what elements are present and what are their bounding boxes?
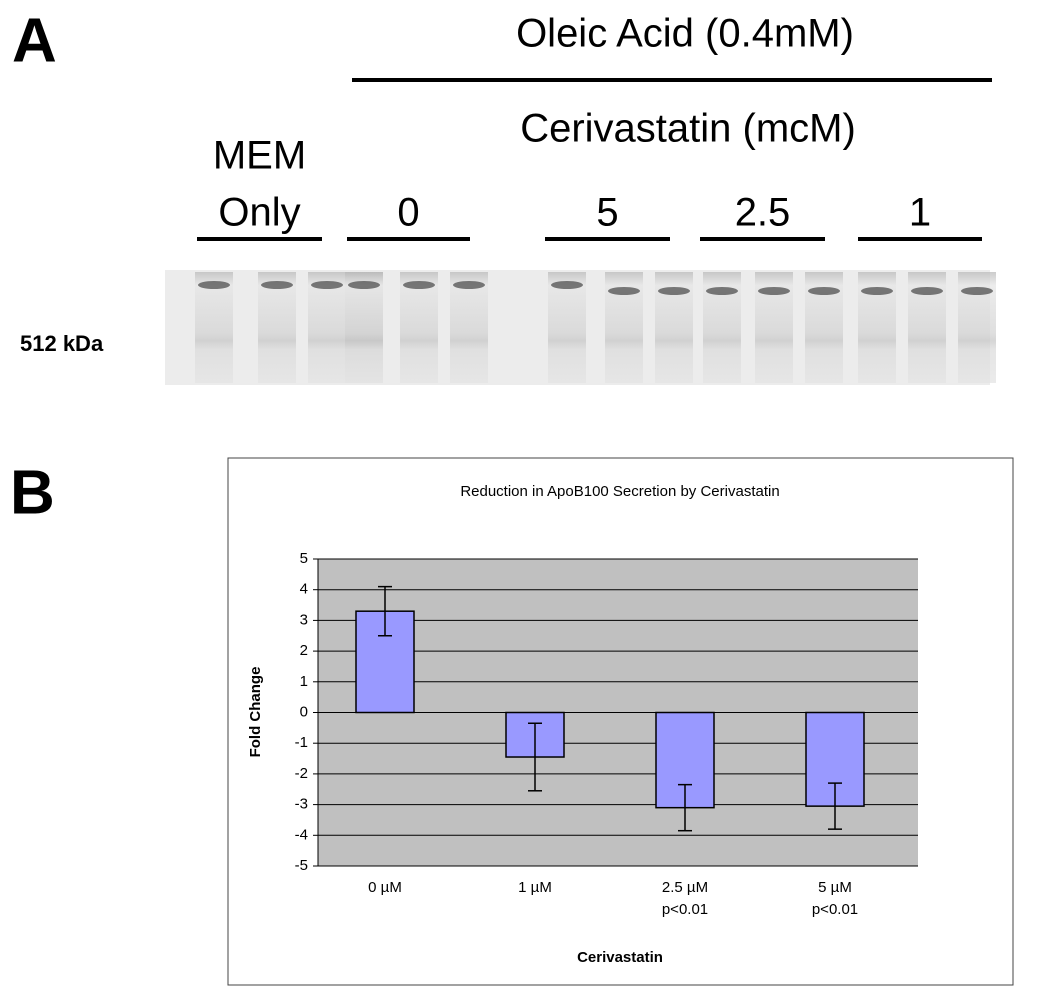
- x-axis-label: Cerivastatin: [577, 949, 663, 966]
- chart-title: Reduction in ApoB100 Secretion by Ceriva…: [460, 483, 779, 500]
- gel-well: [706, 287, 738, 295]
- gel-lane: [195, 272, 233, 383]
- x-tick-label: 1 µM: [518, 879, 552, 896]
- y-tick-label: -5: [295, 857, 308, 874]
- gel-well: [961, 287, 993, 295]
- treatment-label: Oleic Acid (0.4mM): [516, 12, 854, 56]
- y-tick-label: 2: [300, 642, 308, 659]
- group-label: 1: [909, 191, 931, 235]
- group-label: 0: [397, 191, 419, 235]
- y-tick-label: 0: [300, 703, 308, 720]
- y-tick-label: 5: [300, 550, 308, 567]
- y-tick-label: 4: [300, 581, 308, 598]
- y-tick-label: -3: [295, 796, 308, 813]
- gel-well: [311, 281, 343, 289]
- gel-lane: [450, 272, 488, 383]
- y-axis-label: Fold Change: [247, 667, 264, 758]
- band-label: 512 kDa: [20, 331, 104, 356]
- x-tick-label: 5 µM: [818, 879, 852, 896]
- gel-well: [198, 281, 230, 289]
- category-note: p<0.01: [812, 901, 858, 918]
- gel-lane: [308, 272, 346, 383]
- y-tick-label: -4: [295, 826, 308, 843]
- group-label: 5: [596, 191, 618, 235]
- category-note: p<0.01: [662, 901, 708, 918]
- x-tick-label: 0 µM: [368, 879, 402, 896]
- y-tick-label: -1: [295, 734, 308, 751]
- group-label: MEM: [213, 134, 306, 178]
- gel-well: [608, 287, 640, 295]
- gel-lane: [548, 272, 586, 383]
- gel-well: [758, 287, 790, 295]
- x-tick-label: 2.5 µM: [662, 879, 708, 896]
- gel-lane: [345, 272, 383, 383]
- gel-well: [261, 281, 293, 289]
- panel-a: A Oleic Acid (0.4mM) Cerivastatin (mcM) …: [12, 6, 996, 385]
- panel-letter: A: [12, 6, 57, 75]
- panel-letter: B: [10, 458, 55, 527]
- gel-well: [551, 281, 583, 289]
- group-label: Only: [218, 191, 300, 235]
- gel-well: [658, 287, 690, 295]
- panel-b: B Reduction in ApoB100 Secretion by Ceri…: [10, 457, 1014, 986]
- drug-label: Cerivastatin (mcM): [520, 107, 856, 151]
- y-tick-label: -2: [295, 765, 308, 782]
- gel-well: [453, 281, 485, 289]
- gel-well: [808, 287, 840, 295]
- gel-well: [911, 287, 943, 295]
- gel-well: [861, 287, 893, 295]
- gel-lane: [400, 272, 438, 383]
- gel-lane: [258, 272, 296, 383]
- y-tick-label: 1: [300, 673, 308, 690]
- gel-well: [403, 281, 435, 289]
- y-tick-label: 3: [300, 611, 308, 628]
- group-label: 2.5: [735, 191, 791, 235]
- gel-well: [348, 281, 380, 289]
